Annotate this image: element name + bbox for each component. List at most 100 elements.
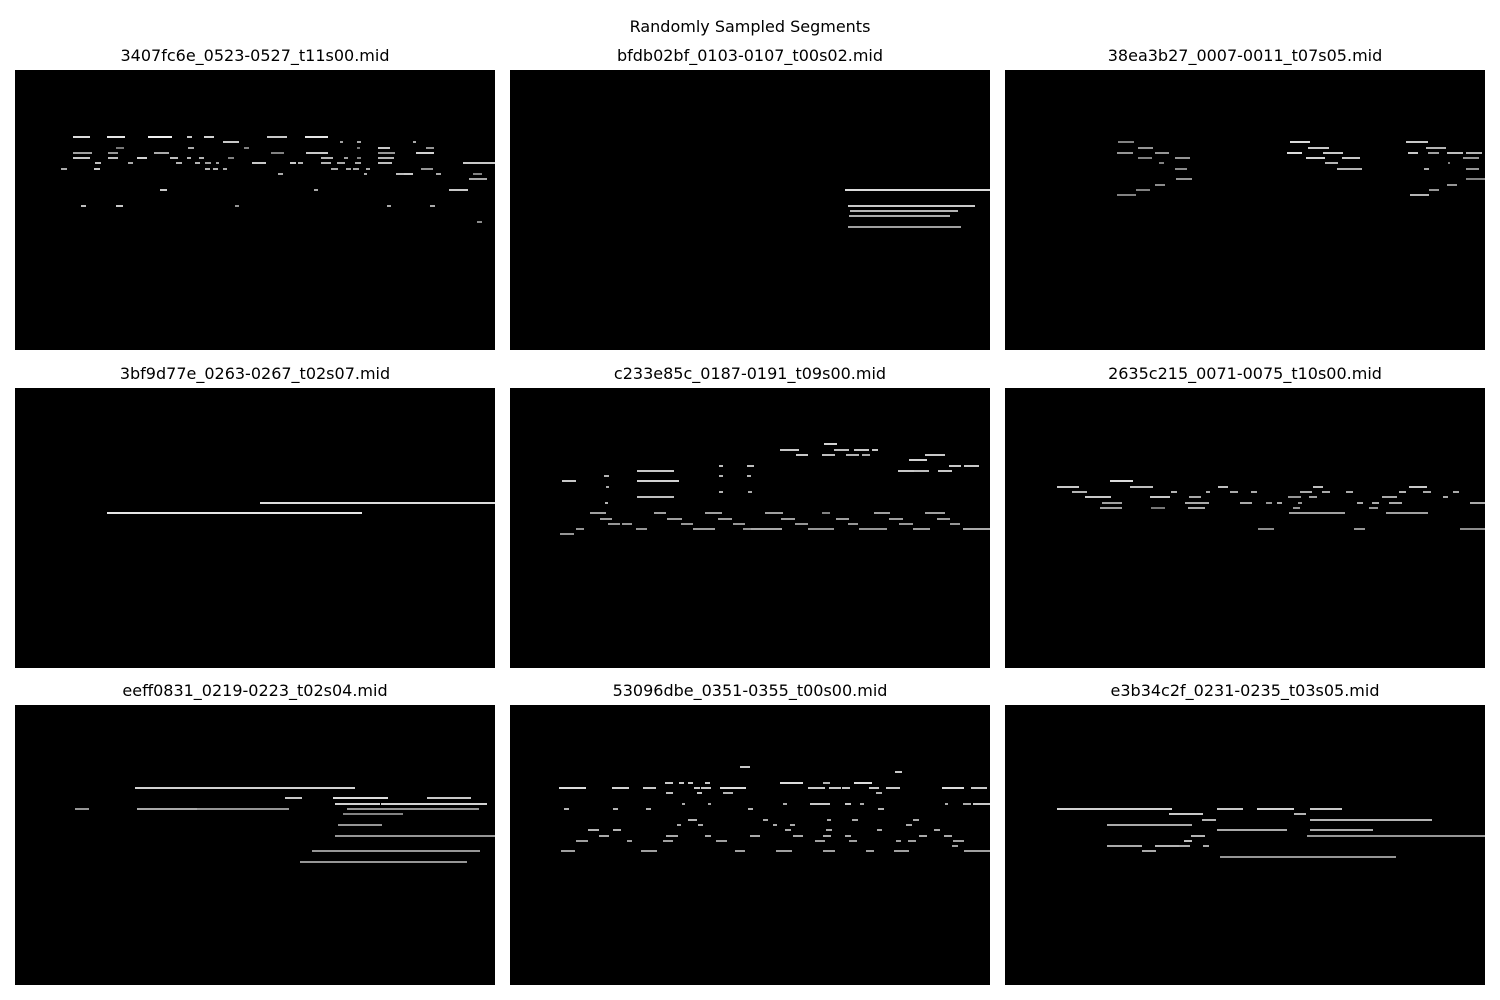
note-bar bbox=[187, 157, 191, 159]
note-bar bbox=[188, 147, 194, 149]
note-bar bbox=[1171, 491, 1177, 493]
note-bar bbox=[780, 449, 799, 451]
note-bar bbox=[719, 491, 723, 493]
note-bar bbox=[1294, 813, 1306, 815]
note-bar bbox=[627, 840, 632, 842]
piano-roll-panel bbox=[1005, 70, 1485, 350]
note-bar bbox=[213, 168, 218, 170]
note-bar bbox=[1100, 507, 1122, 509]
note-bar bbox=[1185, 502, 1209, 504]
note-bar bbox=[751, 528, 782, 530]
note-bar bbox=[849, 215, 950, 217]
note-bar bbox=[667, 518, 682, 520]
note-bar bbox=[333, 797, 388, 799]
note-bar bbox=[663, 840, 673, 842]
note-bar bbox=[822, 454, 835, 456]
note-bar bbox=[187, 136, 192, 138]
note-bar bbox=[1240, 502, 1252, 504]
note-bar bbox=[750, 835, 760, 837]
note-bar bbox=[666, 792, 673, 794]
note-bar bbox=[205, 162, 211, 164]
note-bar bbox=[1310, 829, 1373, 831]
note-bar bbox=[1310, 808, 1342, 810]
note-bar bbox=[1466, 168, 1479, 170]
note-bar bbox=[748, 808, 753, 810]
piano-roll-image bbox=[107, 502, 495, 514]
note-bar bbox=[763, 819, 768, 821]
piano-roll-image bbox=[560, 443, 990, 535]
note-bar bbox=[1175, 157, 1190, 159]
note-bar bbox=[1159, 162, 1164, 164]
note-bar bbox=[1202, 819, 1216, 821]
note-bar bbox=[1072, 491, 1087, 493]
note-bar bbox=[1168, 845, 1182, 847]
note-bar bbox=[937, 518, 950, 520]
note-bar bbox=[641, 850, 657, 852]
note-bar bbox=[73, 136, 90, 138]
note-bar bbox=[116, 147, 124, 149]
note-bar bbox=[1298, 502, 1302, 504]
note-bar bbox=[137, 808, 212, 810]
note-bar bbox=[107, 136, 125, 138]
note-bar bbox=[564, 808, 569, 810]
note-bar bbox=[842, 787, 850, 789]
note-bar bbox=[378, 157, 394, 159]
figure-title: Randomly Sampled Segments bbox=[629, 17, 871, 36]
note-bar bbox=[1399, 491, 1406, 493]
note-bar bbox=[747, 475, 751, 477]
note-bar bbox=[1217, 829, 1287, 831]
note-bar bbox=[688, 819, 697, 821]
panel-title: 3bf9d77e_0263-0267_t02s07.mid bbox=[119, 364, 391, 383]
note-bar bbox=[963, 528, 990, 530]
panel-title: 38ea3b27_0007-0011_t07s05.mid bbox=[1107, 46, 1383, 65]
note-bar bbox=[1408, 152, 1418, 154]
note-bar bbox=[108, 152, 118, 154]
note-bar bbox=[896, 840, 901, 842]
note-bar bbox=[344, 157, 348, 159]
note-bar bbox=[1155, 152, 1169, 154]
note-bar bbox=[876, 792, 882, 794]
note-bar bbox=[427, 797, 471, 799]
note-bar bbox=[613, 808, 618, 810]
note-bar bbox=[1357, 502, 1363, 504]
note-bar bbox=[913, 819, 919, 821]
note-bar bbox=[934, 829, 940, 831]
note-bar bbox=[1466, 152, 1482, 154]
note-bar bbox=[776, 850, 792, 852]
note-bar bbox=[331, 168, 338, 170]
note-bar bbox=[720, 787, 746, 789]
note-bar bbox=[608, 523, 620, 525]
note-bar bbox=[576, 840, 588, 842]
note-bar bbox=[205, 168, 210, 170]
note-bar bbox=[75, 808, 89, 810]
note-bar bbox=[637, 480, 679, 482]
note-bar bbox=[347, 808, 479, 810]
note-bar bbox=[785, 829, 791, 831]
note-bar bbox=[1323, 152, 1343, 154]
note-bar bbox=[298, 162, 303, 164]
note-bar bbox=[748, 491, 752, 493]
note-bar bbox=[848, 523, 858, 525]
note-bar bbox=[872, 449, 878, 451]
note-bar bbox=[199, 157, 204, 159]
note-bar bbox=[94, 168, 100, 170]
note-bar bbox=[637, 470, 674, 472]
note-bar bbox=[808, 528, 834, 530]
note-bar bbox=[1372, 502, 1379, 504]
note-bar bbox=[1102, 502, 1122, 504]
note-bar bbox=[908, 840, 916, 842]
note-bar bbox=[600, 518, 612, 520]
note-bar bbox=[854, 782, 872, 784]
note-bar bbox=[836, 518, 849, 520]
note-bar bbox=[743, 528, 753, 530]
note-bar bbox=[849, 840, 857, 842]
note-bar bbox=[1110, 480, 1133, 482]
note-bar bbox=[878, 808, 884, 810]
note-bar bbox=[719, 475, 723, 477]
note-bar bbox=[1426, 147, 1446, 149]
note-bar bbox=[605, 502, 608, 504]
note-bar bbox=[735, 850, 745, 852]
note-bar bbox=[826, 829, 832, 831]
note-bar bbox=[781, 518, 795, 520]
note-bar bbox=[355, 162, 361, 164]
